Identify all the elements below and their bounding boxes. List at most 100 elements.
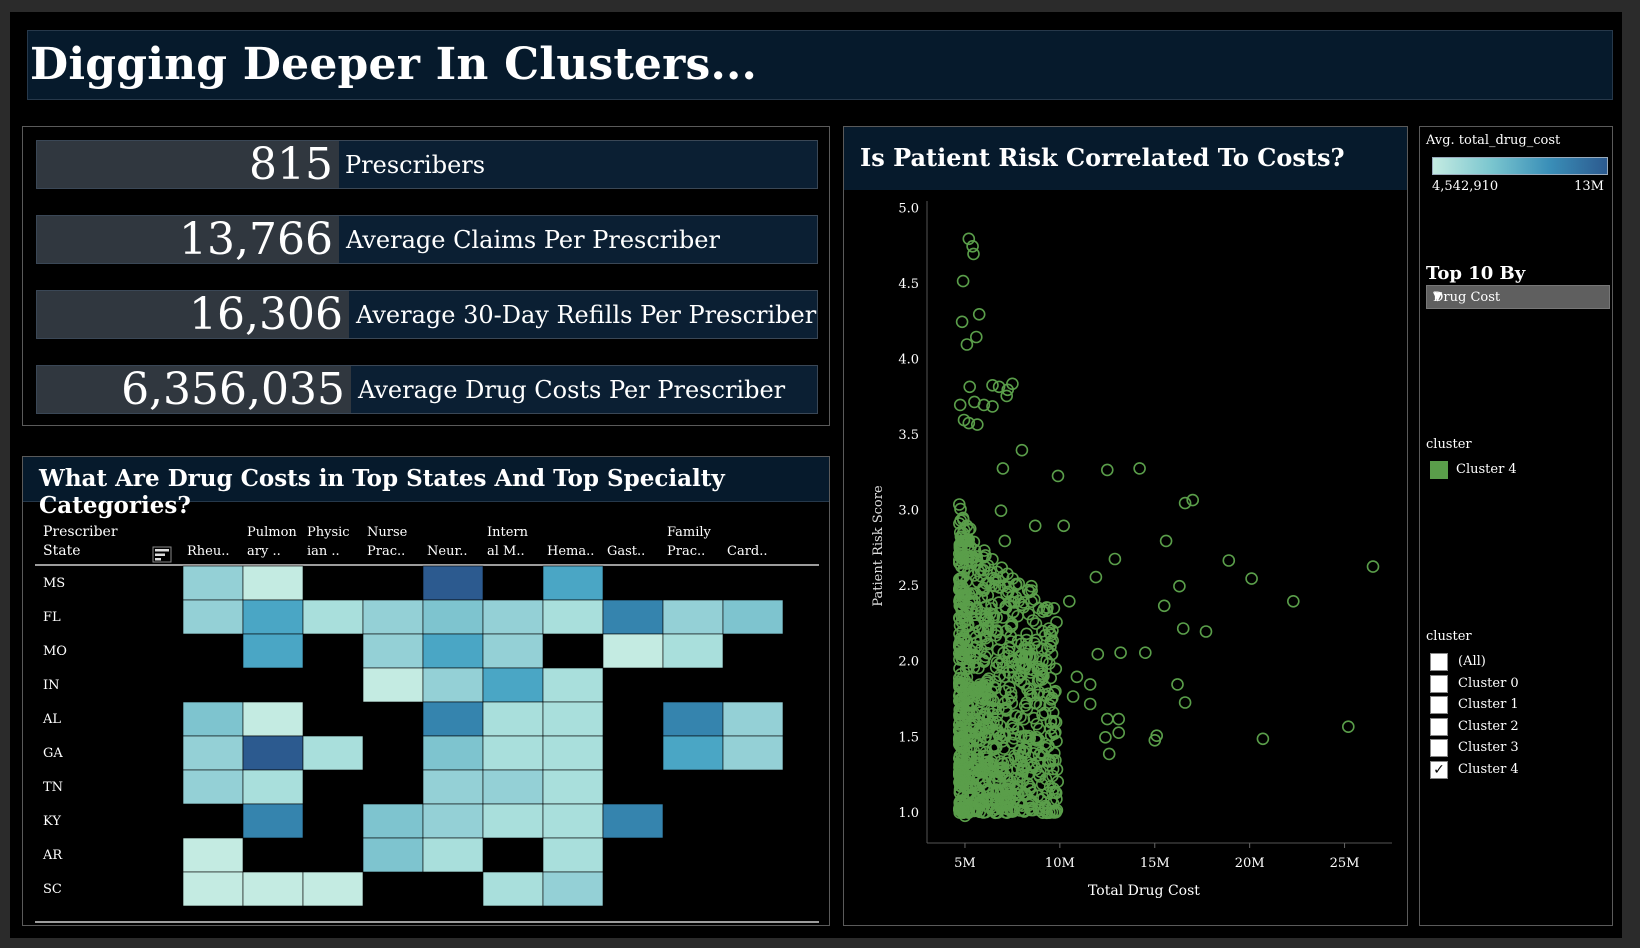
scatter-point[interactable]	[968, 723, 982, 737]
scatter-point[interactable]	[996, 462, 1010, 475]
scatter-point[interactable]	[1042, 687, 1055, 701]
scatter-point[interactable]	[955, 765, 969, 779]
scatter-point[interactable]	[1157, 599, 1171, 613]
scatter-point[interactable]	[992, 574, 1005, 587]
scatter-point[interactable]	[970, 640, 983, 653]
scatter-point[interactable]	[1027, 747, 1040, 760]
heatmap-cell[interactable]	[422, 701, 484, 737]
scatter-point[interactable]	[960, 737, 973, 751]
scatter-point[interactable]	[990, 802, 1004, 816]
scatter-point[interactable]	[1057, 519, 1070, 533]
scatter-point[interactable]	[972, 661, 985, 675]
heatmap-cell[interactable]	[182, 701, 244, 737]
scatter-point[interactable]	[965, 592, 979, 605]
scatter-point[interactable]	[992, 774, 1005, 788]
scatter-point[interactable]	[956, 274, 970, 288]
scatter-point[interactable]	[1013, 757, 1026, 770]
scatter-point[interactable]	[953, 398, 967, 412]
scatter-point[interactable]	[1023, 687, 1037, 701]
heatmap-cell[interactable]	[542, 565, 604, 601]
scatter-point[interactable]	[953, 737, 966, 751]
scatter-point[interactable]	[967, 768, 980, 782]
scatter-point[interactable]	[1001, 567, 1014, 581]
scatter-point[interactable]	[1015, 598, 1029, 612]
scatter-point[interactable]	[1004, 686, 1018, 700]
heatmap-cell[interactable]	[362, 803, 424, 839]
heatmap-cell[interactable]	[422, 667, 484, 703]
heatmap-cell[interactable]	[422, 633, 484, 669]
heatmap-cell[interactable]	[242, 701, 304, 737]
scatter-point[interactable]	[963, 380, 976, 394]
scatter-point[interactable]	[998, 794, 1011, 808]
scatter-point[interactable]	[1017, 712, 1031, 726]
scatter-point[interactable]	[1222, 554, 1236, 567]
scatter-point[interactable]	[1049, 805, 1063, 819]
scatter-point[interactable]	[1286, 594, 1300, 608]
heatmap-cell[interactable]	[602, 633, 664, 669]
scatter-point[interactable]	[964, 751, 978, 765]
scatter-point[interactable]	[954, 514, 967, 527]
scatter-point[interactable]	[1037, 803, 1051, 817]
scatter-point[interactable]	[1019, 649, 1032, 663]
scatter-point[interactable]	[970, 330, 983, 344]
scatter-point[interactable]	[1040, 806, 1054, 820]
scatter-point[interactable]	[995, 655, 1009, 668]
scatter-point[interactable]	[1036, 708, 1049, 722]
scatter-point[interactable]	[970, 749, 984, 763]
scatter-point[interactable]	[994, 755, 1008, 768]
scatter-point[interactable]	[1005, 619, 1019, 632]
heatmap-cell[interactable]	[302, 871, 364, 907]
heatmap-cell[interactable]	[422, 735, 484, 771]
scatter-point[interactable]	[979, 794, 992, 808]
scatter-point[interactable]	[992, 769, 1006, 783]
scatter-point[interactable]	[1014, 675, 1028, 688]
heatmap-cell[interactable]	[242, 599, 304, 635]
scatter-point[interactable]	[963, 781, 977, 795]
scatter-point[interactable]	[969, 631, 983, 644]
heatmap-cell[interactable]	[182, 735, 244, 771]
scatter-point[interactable]	[966, 239, 979, 253]
heatmap-cell[interactable]	[422, 565, 484, 601]
scatter-point[interactable]	[1046, 691, 1059, 705]
scatter-point[interactable]	[1138, 646, 1152, 660]
scatter-point[interactable]	[958, 682, 972, 696]
scatter-point[interactable]	[1022, 641, 1036, 655]
scatter-point[interactable]	[978, 707, 992, 720]
scatter-point[interactable]	[962, 232, 976, 246]
checkbox-icon[interactable]	[1430, 717, 1448, 736]
scatter-point[interactable]	[962, 523, 976, 537]
heatmap-cell[interactable]	[482, 769, 544, 805]
scatter-point[interactable]	[1006, 721, 1020, 735]
scatter-point[interactable]	[960, 698, 974, 712]
scatter-point[interactable]	[989, 624, 1002, 638]
scatter-point[interactable]	[954, 739, 967, 753]
scatter-point[interactable]	[1001, 383, 1014, 397]
heatmap-cell[interactable]	[602, 803, 664, 839]
scatter-point[interactable]	[1178, 496, 1192, 510]
heatmap-cell[interactable]	[662, 633, 724, 669]
scatter-point[interactable]	[955, 551, 968, 565]
scatter-point[interactable]	[1063, 594, 1076, 608]
scatter-point[interactable]	[955, 537, 968, 550]
scatter-point[interactable]	[1036, 624, 1049, 638]
heatmap-cell[interactable]	[182, 871, 244, 907]
scatter-point[interactable]	[992, 380, 1006, 394]
scatter-point[interactable]	[1089, 570, 1103, 584]
scatter-point[interactable]	[1044, 671, 1057, 685]
scatter-point[interactable]	[1186, 493, 1200, 507]
scatter-point[interactable]	[968, 655, 982, 669]
scatter-point[interactable]	[981, 692, 994, 705]
scatter-point[interactable]	[1133, 462, 1146, 475]
scatter-point[interactable]	[1028, 519, 1042, 533]
heatmap-cell[interactable]	[542, 769, 604, 805]
scatter-point[interactable]	[1001, 693, 1015, 707]
checkbox-icon[interactable]	[1430, 739, 1448, 757]
heatmap-cell[interactable]	[362, 633, 424, 669]
scatter-point[interactable]	[981, 646, 994, 660]
top10-dropdown[interactable]: Drug Cost ▼	[1426, 285, 1610, 309]
scatter-point[interactable]	[953, 671, 966, 685]
scatter-point[interactable]	[1029, 696, 1043, 710]
heatmap-cell[interactable]	[722, 599, 784, 635]
scatter-point[interactable]	[1024, 801, 1037, 815]
scatter-point[interactable]	[986, 379, 999, 392]
